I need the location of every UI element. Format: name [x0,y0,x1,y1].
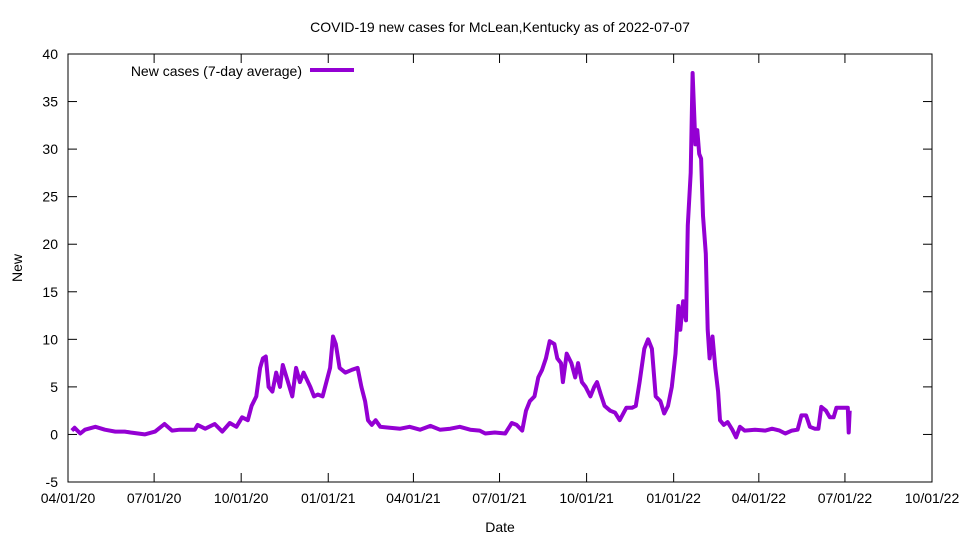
x-tick-label: 04/01/20 [41,490,96,506]
x-tick-label: 07/01/20 [127,490,182,506]
y-axis: -5 0 5 10 15 20 25 30 35 40 [42,46,932,490]
x-tick-label: 01/01/22 [646,490,701,506]
y-axis-label: New [9,253,25,282]
y-tick-label: 0 [50,426,58,442]
y-tick-label: 30 [42,141,58,157]
legend-label: New cases (7-day average) [131,63,302,79]
legend: New cases (7-day average) [131,63,354,79]
x-tick-label: 01/01/21 [301,490,356,506]
y-tick-label: 20 [42,236,58,252]
x-axis-label: Date [485,519,515,535]
y-tick-label: 25 [42,189,58,205]
x-tick-label: 10/01/20 [214,490,269,506]
x-tick-label: 07/01/21 [472,490,527,506]
y-tick-label: 10 [42,331,58,347]
chart-title: COVID-19 new cases for McLean,Kentucky a… [310,19,690,35]
y-tick-label: 40 [42,46,58,62]
series-line [70,71,852,440]
x-tick-label: 04/01/21 [386,490,441,506]
y-tick-label: 15 [42,284,58,300]
x-axis: 04/01/20 07/01/20 10/01/20 01/01/21 04/01/21… [41,54,960,506]
y-tick-label: 5 [50,379,58,395]
x-tick-label: 10/01/21 [559,490,614,506]
x-tick-label: 10/01/22 [905,490,960,506]
y-tick-label: -5 [46,474,59,490]
x-tick-label: 04/01/22 [732,490,787,506]
x-tick-label: 07/01/22 [818,490,873,506]
y-tick-label: 35 [42,94,58,110]
